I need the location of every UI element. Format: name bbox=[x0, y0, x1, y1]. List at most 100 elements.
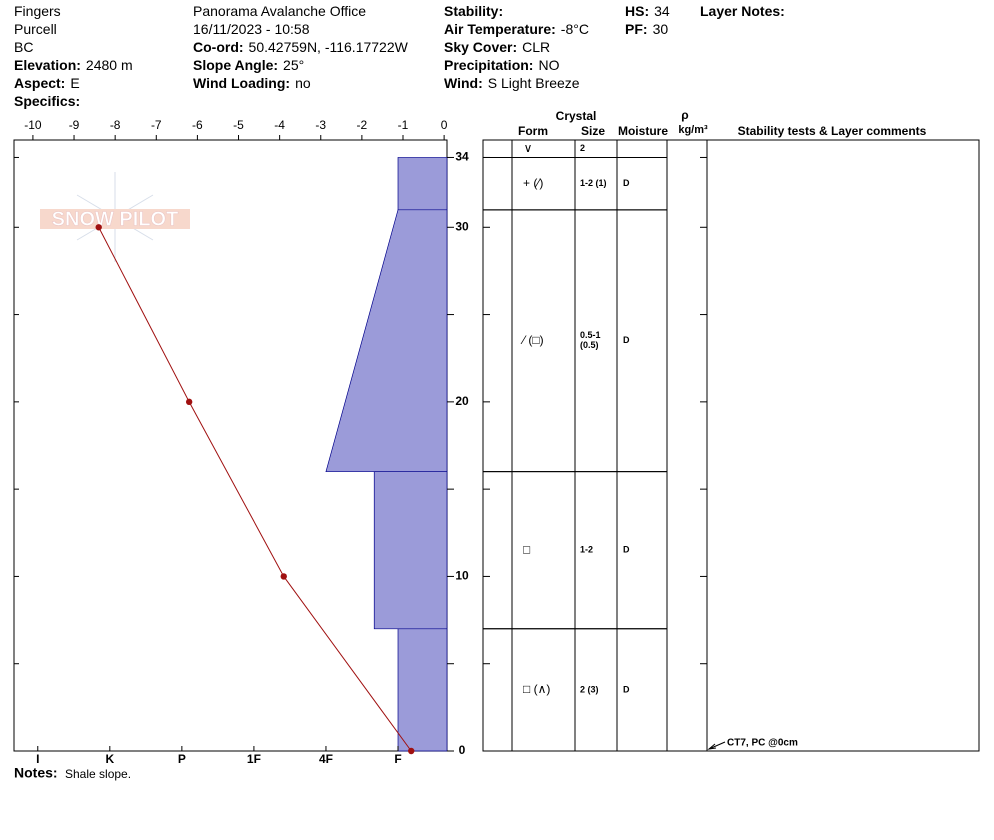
field-value: 30 bbox=[653, 21, 669, 37]
cell-text: 0.5-1 (0.5) bbox=[580, 330, 601, 350]
x-tick-label: -3 bbox=[315, 118, 326, 132]
cell-text: + (⁄) bbox=[523, 176, 543, 190]
hardness-tick-label: K bbox=[105, 752, 114, 766]
header-field: Panorama Avalanche Office bbox=[193, 3, 366, 19]
field-label: Co-ord: bbox=[193, 39, 244, 55]
y-tick-label: 20 bbox=[455, 394, 469, 408]
field-label: Aspect: bbox=[14, 75, 65, 91]
y-tick-label: 30 bbox=[455, 219, 469, 233]
cell-text: D bbox=[623, 335, 630, 345]
field-label: HS: bbox=[625, 3, 649, 19]
x-tick-label: -10 bbox=[24, 118, 42, 132]
x-tick-label: 0 bbox=[441, 118, 448, 132]
field-label: PF: bbox=[625, 21, 648, 37]
hardness-layer bbox=[325, 209, 448, 473]
cell-text: □ (∧) bbox=[523, 682, 550, 696]
header-field: HS: 34 bbox=[625, 3, 670, 19]
field-label: Air Temperature: bbox=[444, 21, 556, 37]
cell-text: 1-2 bbox=[580, 545, 593, 555]
col-header: Form bbox=[518, 124, 548, 138]
y-tick-label: 10 bbox=[455, 569, 469, 583]
cell-text: D bbox=[623, 545, 630, 555]
field-value: 50.42759N, -116.17722W bbox=[249, 39, 409, 55]
field-value: 25° bbox=[283, 57, 304, 73]
notes-label: Notes: bbox=[14, 765, 58, 781]
y-tick-label: 0 bbox=[459, 743, 466, 757]
header-field: Fingers bbox=[14, 3, 61, 19]
field-value: 2480 m bbox=[86, 57, 133, 73]
header-field: Precipitation: NO bbox=[444, 57, 560, 73]
temperature-line bbox=[98, 227, 412, 752]
field-value: CLR bbox=[522, 39, 550, 55]
comment-text: CT7, PC @0cm bbox=[727, 738, 798, 749]
field-value: 16/11/2023 - 10:58 bbox=[193, 21, 310, 37]
hardness-tick-label: 4F bbox=[319, 752, 333, 766]
header-field: Layer Notes: bbox=[700, 3, 785, 19]
header-field: Slope Angle: 25° bbox=[193, 57, 304, 73]
field-label: Slope Angle: bbox=[193, 57, 278, 73]
col-header: Size bbox=[581, 124, 605, 138]
logo: SNOW PILOT bbox=[40, 172, 190, 262]
header-field: Wind Loading: no bbox=[193, 75, 311, 91]
field-label: Specifics: bbox=[14, 93, 80, 109]
cell-text: ⁄ (□) bbox=[520, 333, 544, 347]
col-header: Crystal bbox=[556, 109, 597, 123]
field-label: Stability: bbox=[444, 3, 503, 19]
cell-text: 2 (3) bbox=[580, 684, 599, 694]
logo-text: SNOW PILOT bbox=[52, 208, 179, 230]
table-frame bbox=[482, 139, 980, 752]
header-field: Wind: S Light Breeze bbox=[444, 75, 580, 91]
field-value: BC bbox=[14, 39, 33, 55]
notes: Shale slope. bbox=[65, 767, 131, 781]
field-label: Wind: bbox=[444, 75, 483, 91]
col-header: ρ bbox=[681, 108, 688, 122]
col-header: Stability tests & Layer comments bbox=[738, 124, 927, 138]
field-label: Elevation: bbox=[14, 57, 81, 73]
field-value: NO bbox=[538, 57, 559, 73]
header-field: Specifics: bbox=[14, 93, 80, 109]
hardness-tick-label: F bbox=[394, 752, 401, 766]
header-field: Aspect: E bbox=[14, 75, 80, 91]
header-field: Purcell bbox=[14, 21, 57, 37]
header-field: Sky Cover: CLR bbox=[444, 39, 550, 55]
temperature-point bbox=[185, 398, 193, 406]
cell-text: D bbox=[623, 178, 630, 188]
header-field: PF: 30 bbox=[625, 21, 668, 37]
col-header: Moisture bbox=[618, 124, 668, 138]
cell-text: 1-2 (1) bbox=[580, 178, 607, 188]
temperature-point bbox=[408, 747, 415, 755]
field-value: no bbox=[295, 75, 311, 91]
field-value: -8°C bbox=[561, 21, 589, 37]
field-label: Layer Notes: bbox=[700, 3, 785, 19]
x-tick-label: -5 bbox=[233, 118, 244, 132]
field-value: Fingers bbox=[14, 3, 61, 19]
x-tick-label: -6 bbox=[192, 118, 203, 132]
field-label: Wind Loading: bbox=[193, 75, 290, 91]
col-header: kg/m³ bbox=[678, 124, 708, 136]
comment-arrowhead bbox=[707, 743, 717, 750]
hardness-tick-label: 1F bbox=[247, 752, 261, 766]
hardness-tick-label: P bbox=[178, 752, 186, 766]
hardness-tick-label: I bbox=[36, 752, 39, 766]
field-value: Panorama Avalanche Office bbox=[193, 3, 366, 19]
logo-band bbox=[40, 209, 190, 229]
temperature-point bbox=[280, 573, 287, 580]
comment-arrow bbox=[708, 741, 726, 750]
cell-text: □ bbox=[523, 542, 530, 556]
header-field: Air Temperature: -8°C bbox=[444, 21, 589, 37]
header-field: 16/11/2023 - 10:58 bbox=[193, 21, 310, 37]
field-value: Purcell bbox=[14, 21, 57, 37]
y-tick-label: 34 bbox=[455, 150, 469, 164]
x-tick-label: -9 bbox=[69, 118, 80, 132]
x-tick-label: -1 bbox=[398, 118, 409, 132]
cell-text: D bbox=[623, 684, 630, 694]
x-tick-label: -8 bbox=[110, 118, 121, 132]
x-tick-label: -2 bbox=[357, 118, 368, 132]
hardness-layer bbox=[397, 157, 448, 211]
header-field: BC bbox=[14, 39, 33, 55]
temperature-point bbox=[95, 224, 102, 231]
header-field: Co-ord: 50.42759N, -116.17722W bbox=[193, 39, 409, 55]
header-field: Stability: bbox=[444, 3, 503, 19]
field-value: 34 bbox=[654, 3, 670, 19]
